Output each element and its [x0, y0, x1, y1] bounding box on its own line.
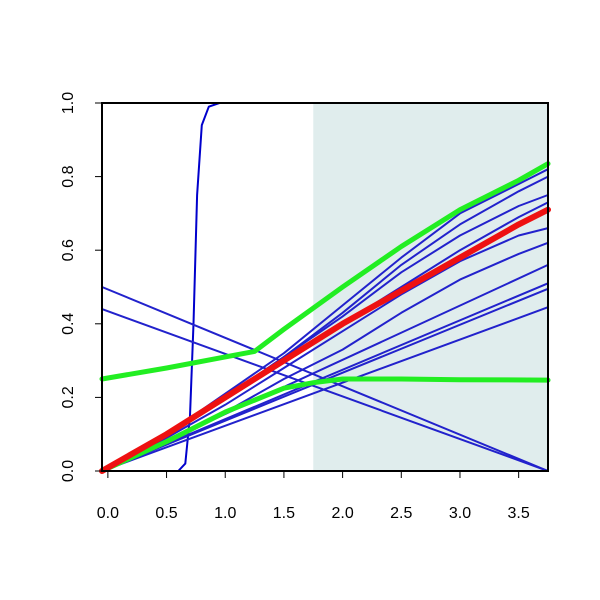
x-tick-label: 3.0 [449, 505, 471, 522]
series-layer [99, 102, 551, 474]
shaded-region [313, 103, 548, 471]
y-axis: 0.0 0.2 0.4 0.6 0.8 1.0 [60, 92, 102, 482]
x-tick-label: 3.5 [508, 505, 530, 522]
x-tick-label: 0.5 [155, 505, 177, 522]
x-tick-label: 2.5 [390, 505, 412, 522]
plot-frame [101, 102, 549, 472]
series-line-16 [99, 206, 551, 474]
x-tick-label: 1.0 [214, 505, 236, 522]
series-line-1 [106, 102, 549, 472]
y-tick-label: 1.0 [60, 92, 77, 114]
x-tick-label: 1.5 [273, 505, 295, 522]
series-line-15 [99, 376, 551, 474]
series-line-13 [101, 306, 549, 472]
y-tick-label: 0.4 [60, 313, 77, 335]
y-tick-label: 0.8 [60, 165, 77, 187]
x-tick-label: 2.0 [331, 505, 353, 522]
y-tick-label: 0.0 [60, 460, 77, 482]
series-line-7 [101, 227, 549, 472]
x-axis: 0.0 0.5 1.0 1.5 2.0 2.5 3.0 3.5 [97, 471, 530, 522]
y-tick-label: 0.2 [60, 386, 77, 408]
x-tick-label: 0.0 [97, 505, 119, 522]
y-tick-label: 0.6 [60, 239, 77, 261]
series-line-14 [99, 161, 551, 382]
